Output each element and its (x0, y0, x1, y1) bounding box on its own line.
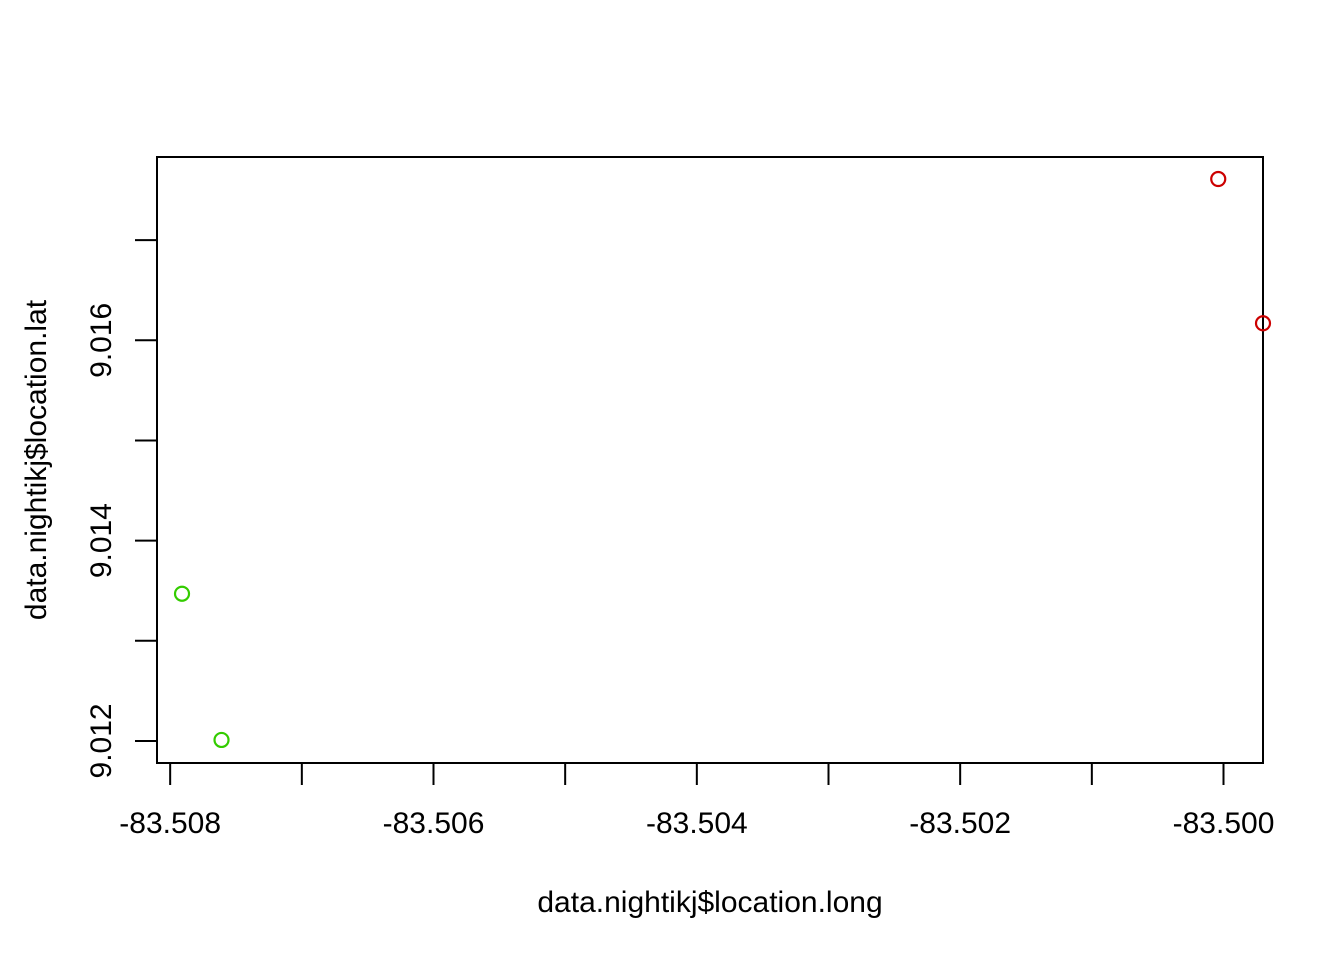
y-tick-label: 9.014 (85, 503, 118, 578)
x-tick-label: -83.504 (646, 807, 748, 840)
x-tick-label: -83.508 (119, 807, 221, 840)
y-axis-title: data.nightikj$location.lat (20, 299, 53, 620)
data-point (1254, 315, 1272, 332)
x-tick-label: -83.506 (383, 807, 485, 840)
plot-frame (156, 156, 1264, 764)
y-axis: 9.012 9.014 9.016 (85, 239, 158, 779)
x-tick-label: -83.502 (909, 807, 1011, 840)
y-tick-label: 9.012 (85, 703, 118, 778)
x-tick-label: -83.500 (1173, 807, 1275, 840)
data-point (213, 731, 230, 749)
y-tick-label: 9.016 (85, 303, 118, 378)
data-point (173, 585, 191, 602)
data-points (173, 170, 1272, 749)
data-point (1210, 170, 1227, 188)
x-axis: -83.508 -83.506 -83.504 -83.502 -83.500 (119, 762, 1275, 840)
x-axis-title: data.nightikj$location.long (537, 886, 882, 919)
